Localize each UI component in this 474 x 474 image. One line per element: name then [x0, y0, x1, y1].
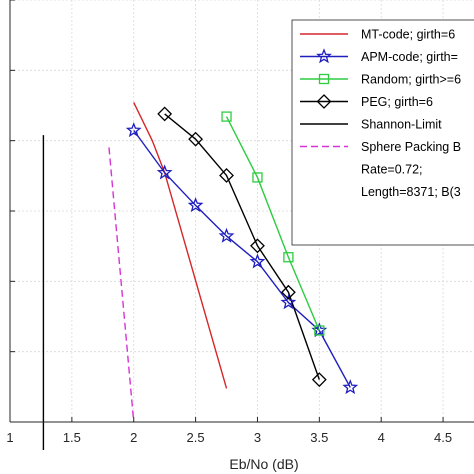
x-tick-label: 3.5	[310, 430, 328, 445]
legend-annotation-1: Length=8371; B(3	[361, 185, 461, 199]
data-point-1	[342, 379, 359, 395]
data-point-2	[283, 252, 294, 263]
data-point-3	[311, 372, 327, 388]
legend-label-2: Random; girth>=6	[361, 73, 461, 87]
data-point-1	[187, 197, 204, 213]
series-group	[42, 102, 351, 450]
legend-label-4: Shannon-Limit	[361, 118, 442, 132]
legend-label-5: Sphere Packing B	[361, 140, 461, 154]
legend-marker-2	[318, 73, 330, 85]
data-point-2	[314, 325, 325, 336]
series-line-0	[133, 102, 228, 389]
legend-marker-3	[316, 94, 332, 109]
legend-label-3: PEG; girth=6	[361, 95, 433, 109]
markers-group	[125, 106, 359, 395]
x-tick-label: 1	[6, 430, 13, 445]
data-point-3	[250, 238, 265, 254]
x-tick-label: 1.5	[63, 430, 81, 445]
legend-box	[291, 19, 474, 246]
data-point-1	[249, 253, 266, 269]
x-tick-label: 4.5	[434, 430, 452, 445]
data-point-3	[219, 168, 234, 183]
data-point-1	[125, 122, 142, 138]
data-point-3	[188, 131, 204, 147]
data-point-3	[280, 284, 296, 300]
legend-label-0: MT-code; girth=6	[361, 28, 455, 42]
data-point-3	[157, 106, 173, 122]
legend-annotation-0: Rate=0.72;	[361, 163, 423, 177]
data-point-1	[156, 164, 173, 180]
series-line-3	[164, 113, 320, 380]
data-point-1	[280, 294, 297, 310]
series-line-5	[108, 147, 135, 423]
x-tick-label: 3	[254, 430, 261, 445]
legend: MT-code; girth=6 APM-code; girth= Random; …	[291, 19, 474, 246]
x-tick-label: 4	[378, 430, 385, 445]
series-line-2	[225, 116, 320, 331]
data-point-1	[218, 227, 235, 243]
x-tick-label: 2.5	[187, 430, 205, 445]
x-tick-label: 2	[130, 430, 137, 445]
legend-label-1: APM-code; girth=	[361, 50, 458, 64]
data-point-2	[252, 172, 263, 183]
data-point-2	[221, 111, 232, 122]
ticks-group: 1 1.5 2 2.5 3 3.5 4 4.5	[6, 0, 452, 445]
series-line-1	[133, 129, 351, 388]
legend-marker-1	[316, 48, 332, 64]
x-axis-title: Eb/No (dB)	[229, 456, 298, 472]
